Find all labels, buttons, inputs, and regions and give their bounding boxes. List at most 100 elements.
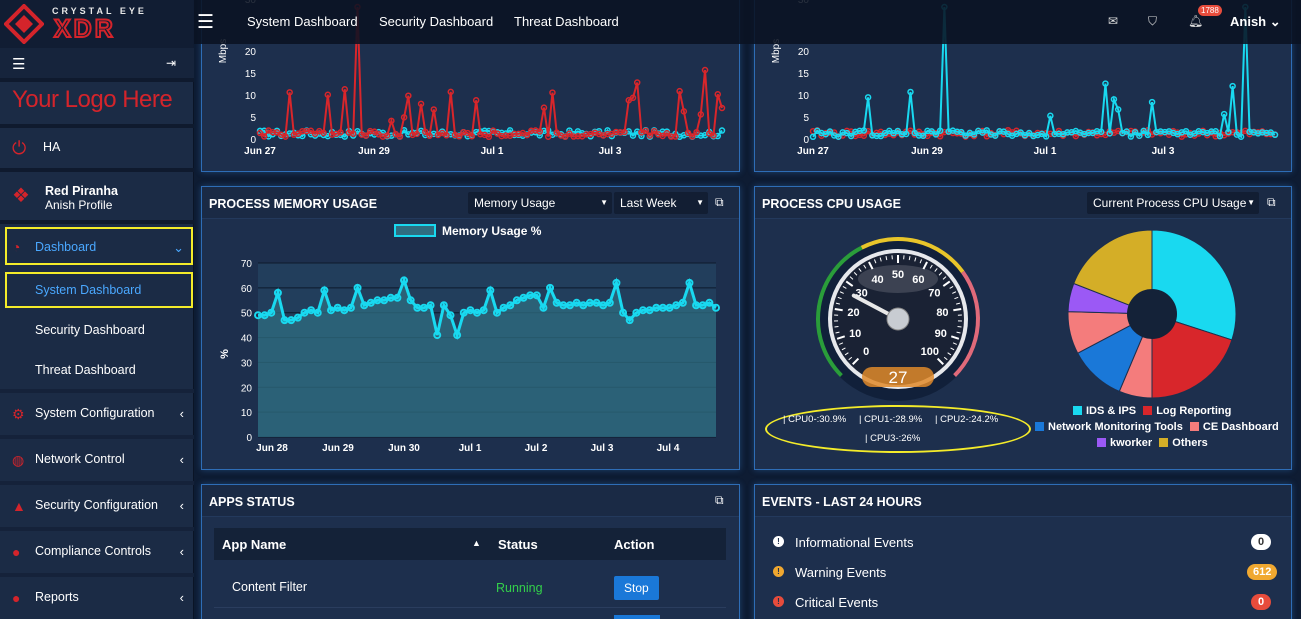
data-point	[579, 301, 588, 310]
x-tick-label: Jul 1	[459, 443, 482, 454]
menu-icon[interactable]: ☰	[197, 12, 215, 33]
external-link-icon[interactable]: ⧉	[715, 195, 724, 209]
column-header-app-name[interactable]: App Name	[222, 537, 287, 552]
gauge-tick	[858, 268, 862, 272]
data-point	[1106, 130, 1113, 137]
data-point	[605, 298, 614, 307]
pie-slice	[1151, 313, 1233, 399]
data-point	[260, 311, 269, 320]
chevron-down-icon: ⌄	[173, 240, 184, 255]
nav-threat-dashboard[interactable]: Threat Dashboard	[514, 14, 619, 29]
external-link-icon[interactable]: ⧉	[1267, 195, 1276, 209]
sidebar-item-dashboard[interactable]: ◔ Dashboard ⌄	[0, 239, 194, 256]
gauge-tick	[835, 331, 840, 334]
sidebar-item-label: Threat Dashboard	[35, 363, 136, 377]
gauge-hub	[886, 307, 910, 331]
sidebar-item-security-dashboard[interactable]: Security Dashboard	[0, 323, 194, 339]
x-tick-label: Jun 28	[256, 443, 288, 454]
data-point	[447, 88, 454, 96]
gauge-readout-bg	[862, 367, 934, 387]
user-menu[interactable]: Anish ⌄	[1230, 14, 1281, 30]
sidebar-item-system-dashboard[interactable]: System Dashboard	[0, 283, 194, 299]
data-point	[333, 303, 342, 312]
sidebar-item-ha[interactable]: ⏻ HA	[0, 138, 194, 160]
sidebar-item-network-control[interactable]: ◍ Network Control ‹	[0, 452, 194, 468]
sidebar-item-compliance-controls[interactable]: ● Compliance Controls ‹	[0, 544, 194, 560]
gauge-tick	[836, 335, 846, 340]
caret-down-icon: ▼	[1247, 198, 1255, 207]
legend-swatch	[1159, 438, 1169, 447]
gauge-tick-label: 60	[912, 274, 924, 286]
sidebar-item-threat-dashboard[interactable]: Threat Dashboard	[0, 363, 194, 379]
data-point	[645, 306, 654, 315]
cpu-value: CPU0-:30.9%	[788, 414, 847, 425]
sidebar-profile[interactable]: ❖ Red Piranha Anish Profile	[0, 183, 194, 213]
data-point	[282, 133, 289, 140]
cpu-process-select[interactable]: Current Process CPU Usage ▼	[1087, 192, 1259, 214]
data-point	[718, 104, 726, 112]
memory-metric-select[interactable]: Memory Usage ▼	[468, 192, 612, 214]
data-point	[340, 306, 349, 315]
gauge-tick-label: 100	[921, 346, 939, 358]
sidebar-item-label: Security Dashboard	[35, 323, 145, 337]
gauge-arc	[816, 245, 863, 377]
data-point	[689, 133, 696, 140]
data-point	[366, 298, 375, 307]
data-point	[453, 331, 462, 340]
data-point	[659, 132, 666, 140]
sidebar-toggle-icon[interactable]: ☰	[12, 56, 26, 73]
external-link-icon[interactable]: ⧉	[715, 493, 724, 507]
nav-system-dashboard[interactable]: System Dashboard	[247, 14, 358, 29]
data-point	[592, 298, 601, 307]
data-point	[256, 129, 264, 137]
gauge-tick	[853, 272, 858, 276]
stop-app-button[interactable]	[614, 615, 660, 619]
legend-row: kworker Others	[1097, 437, 1208, 449]
sort-asc-icon[interactable]: ▲	[472, 538, 481, 548]
logout-icon[interactable]: ⇥	[165, 56, 176, 70]
data-point	[1237, 133, 1245, 140]
gauge-tick	[955, 302, 961, 305]
data-point	[287, 316, 296, 325]
mail-icon[interactable]: ✉	[1108, 14, 1119, 28]
gauge-tick-label: 10	[849, 328, 861, 340]
data-point	[847, 132, 855, 140]
reports-icon: ●	[12, 590, 21, 606]
select-value: Last Week	[620, 196, 677, 210]
y-tick-label: 0	[246, 433, 252, 444]
gauge-tick	[868, 261, 874, 270]
data-point	[388, 117, 395, 125]
time-range-select[interactable]: Last Week ▼	[614, 192, 708, 214]
gauge-tick	[908, 256, 911, 261]
y-tick-label: 15	[798, 69, 810, 80]
data-point	[705, 298, 714, 307]
sidebar-item-system-configuration[interactable]: ⚙ System Configuration ‹	[0, 406, 194, 422]
data-point	[396, 133, 404, 140]
sidebar-item-security-configuration[interactable]: ▲ Security Configuration ‹	[0, 498, 194, 514]
bell-icon[interactable]: 🔔︎	[1188, 14, 1204, 28]
gauge-tick	[942, 276, 947, 280]
series-line	[259, 6, 723, 139]
shield-icon[interactable]: ⛉	[1148, 14, 1158, 28]
data-point	[439, 301, 448, 310]
x-tick-label: Jul 1	[481, 146, 504, 157]
data-point	[400, 276, 409, 285]
y-tick-label: 70	[241, 259, 253, 270]
memory-usage-chart: 0 10 20 30 40 50 60 70% Jun 28 Jun 29 Jun 30 Jul 1 J…	[219, 224, 720, 454]
piranha-avatar-icon: ❖	[12, 185, 30, 207]
data-point	[426, 132, 433, 139]
app-name: Content Filter	[232, 580, 308, 594]
divider	[0, 78, 194, 82]
divider	[0, 220, 194, 224]
data-point	[1229, 82, 1236, 90]
nav-security-dashboard[interactable]: Security Dashboard	[379, 14, 494, 29]
panel-header: APPS STATUS ⧉	[202, 485, 739, 517]
data-point	[353, 283, 362, 292]
legend-swatch	[1035, 422, 1044, 431]
data-point	[826, 128, 834, 135]
stop-app-button[interactable]: Stop	[614, 576, 659, 600]
gauge-tick	[885, 256, 888, 261]
sidebar-item-reports[interactable]: ● Reports ‹	[0, 590, 194, 606]
